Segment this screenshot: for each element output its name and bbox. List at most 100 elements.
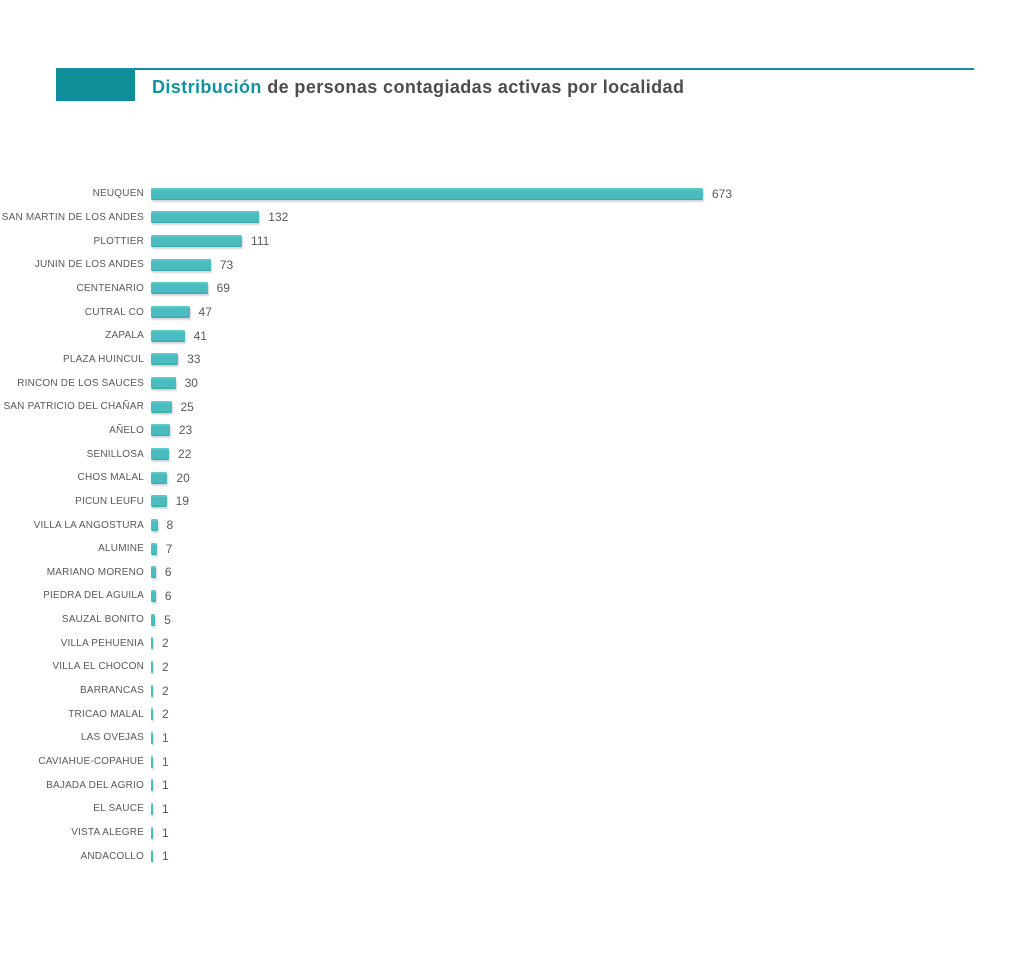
page-title: Distribución de personas contagiadas act… <box>152 77 684 98</box>
category-label: PIEDRA DEL AGUILA <box>43 590 144 602</box>
chart-row: PLOTTIER 111 <box>0 229 1024 253</box>
chart-row: MARIANO MORENO 6 <box>0 561 1024 585</box>
category-label: TRICAO MALAL <box>68 708 144 720</box>
bar <box>151 258 211 271</box>
page-title-rest: de personas contagiadas activas por loca… <box>261 77 685 97</box>
bar <box>151 731 153 744</box>
bar <box>151 802 153 815</box>
value-label: 1 <box>162 849 169 864</box>
chart-row: BARRANCAS 2 <box>0 679 1024 703</box>
chart-row: PICUN LEUFU 19 <box>0 490 1024 514</box>
value-label: 8 <box>166 518 174 533</box>
bar <box>151 424 170 437</box>
bar-area: 5 <box>151 613 171 627</box>
bar <box>151 850 153 863</box>
category-label: CHOS MALAL <box>77 472 144 484</box>
bar <box>151 708 153 721</box>
bar <box>151 779 153 792</box>
bar <box>151 353 179 366</box>
chart-row: VILLA LA ANGOSTURA 8 <box>0 513 1024 537</box>
bar-area: 20 <box>151 471 190 485</box>
bar <box>151 589 156 602</box>
value-label: 22 <box>178 447 192 462</box>
bar-chart: NEUQUEN 673 SAN MARTIN DE LOS ANDES 132 PLOT… <box>0 182 1024 868</box>
category-label: CUTRAL CO <box>84 306 144 318</box>
header-rule <box>56 68 974 70</box>
value-label: 69 <box>216 281 230 296</box>
bar-area: 673 <box>151 187 732 201</box>
value-label: 19 <box>175 494 189 509</box>
chart-row: SAN PATRICIO DEL CHAÑAR 25 <box>0 395 1024 419</box>
bar-area: 33 <box>151 352 200 366</box>
category-label: SAN MARTIN DE LOS ANDES <box>1 211 144 223</box>
value-label: 23 <box>178 423 193 438</box>
bar <box>151 448 170 461</box>
chart-row: VILLA EL CHOCON 2 <box>0 655 1024 679</box>
chart-row: AÑELO 23 <box>0 419 1024 443</box>
value-label: 6 <box>164 588 172 603</box>
category-label: VILLA LA ANGOSTURA <box>33 519 144 531</box>
chart-row: VISTA ALEGRE 1 <box>0 821 1024 845</box>
value-label: 41 <box>193 328 207 343</box>
bar <box>151 211 260 224</box>
value-label: 25 <box>180 399 194 414</box>
bar-area: 6 <box>151 589 172 603</box>
chart-row: PLAZA HUINCUL 33 <box>0 348 1024 372</box>
category-label: ALUMINE <box>98 543 144 555</box>
category-label: CENTENARIO <box>76 282 144 294</box>
chart-row: ALUMINE 7 <box>0 537 1024 561</box>
value-label: 1 <box>162 730 169 745</box>
value-label: 111 <box>251 234 270 249</box>
category-label: LAS OVEJAS <box>80 732 144 744</box>
chart-row: SAN MARTIN DE LOS ANDES 132 <box>0 206 1024 230</box>
value-label: 7 <box>165 541 173 556</box>
category-label: VISTA ALEGRE <box>71 827 144 839</box>
category-label: BAJADA DEL AGRIO <box>46 779 144 791</box>
bar-area: 1 <box>151 849 169 863</box>
value-label: 1 <box>162 801 169 816</box>
bar-area: 1 <box>151 731 169 745</box>
chart-row: LAS OVEJAS 1 <box>0 726 1024 750</box>
header-accent-block <box>56 70 135 101</box>
bar <box>151 235 243 248</box>
chart-row: JUNIN DE LOS ANDES 73 <box>0 253 1024 277</box>
bar-area: 111 <box>151 234 269 248</box>
bar <box>151 519 158 532</box>
bar <box>151 187 703 200</box>
chart-row: CHOS MALAL 20 <box>0 466 1024 490</box>
value-label: 2 <box>162 659 169 674</box>
value-label: 5 <box>164 612 171 627</box>
bar-area: 1 <box>151 826 169 840</box>
category-label: SAN PATRICIO DEL CHAÑAR <box>3 401 144 413</box>
bar-area: 69 <box>151 281 230 295</box>
chart-row: SAUZAL BONITO 5 <box>0 608 1024 632</box>
bar <box>151 566 156 579</box>
chart-row: CAVIAHUE-COPAHUE 1 <box>0 750 1024 774</box>
value-label: 2 <box>162 707 169 722</box>
chart-row: ANDACOLLO 1 <box>0 844 1024 868</box>
bar-area: 2 <box>151 707 169 721</box>
chart-row: TRICAO MALAL 2 <box>0 702 1024 726</box>
value-label: 1 <box>162 754 169 769</box>
bar <box>151 637 153 650</box>
bar-area: 132 <box>151 210 288 224</box>
chart-row: CENTENARIO 69 <box>0 277 1024 301</box>
category-label: SAUZAL BONITO <box>61 614 144 626</box>
category-label: VILLA EL CHOCON <box>52 661 144 673</box>
category-label: BARRANCAS <box>79 685 144 697</box>
bar-area: 73 <box>151 258 233 272</box>
category-label: NEUQUEN <box>92 188 144 200</box>
category-label: MARIANO MORENO <box>46 566 144 578</box>
category-label: AÑELO <box>109 424 144 436</box>
category-label: VILLA PEHUENIA <box>60 637 144 649</box>
category-label: ANDACOLLO <box>80 850 144 862</box>
bar-area: 25 <box>151 400 194 414</box>
bar <box>151 306 190 319</box>
category-label: PLAZA HUINCUL <box>63 353 144 365</box>
bar <box>151 613 156 626</box>
category-label: JUNIN DE LOS ANDES <box>34 259 144 271</box>
category-label: PLOTTIER <box>93 235 144 247</box>
value-label: 47 <box>198 305 212 320</box>
bar <box>151 282 208 295</box>
